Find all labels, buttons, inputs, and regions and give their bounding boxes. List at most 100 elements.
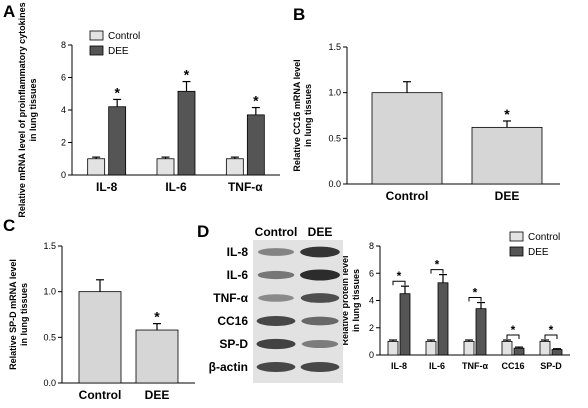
legend-swatch bbox=[509, 246, 524, 257]
category-label: CC16 bbox=[501, 361, 524, 371]
y-tick-label: 6 bbox=[369, 268, 374, 278]
category-label: IL-6 bbox=[165, 180, 187, 194]
blot-band bbox=[256, 362, 296, 372]
blot-band bbox=[258, 294, 294, 302]
y-axis-label-line: in lung tissues bbox=[19, 283, 29, 346]
significance-bracket bbox=[392, 280, 406, 286]
y-tick-label: 0.5 bbox=[43, 332, 56, 342]
blot-band bbox=[301, 316, 339, 326]
significance-star: * bbox=[435, 258, 440, 272]
significance-star: * bbox=[154, 309, 160, 325]
legend-label: DEE bbox=[108, 46, 129, 57]
blot-row-il6: IL-6 bbox=[227, 268, 249, 282]
blot-column-control: Control bbox=[255, 225, 298, 239]
blot-row-tnfa: TNF-α bbox=[213, 291, 248, 305]
blot-row-spd: SP-D bbox=[219, 337, 248, 351]
y-axis-label-line: in lung tissues bbox=[28, 78, 38, 141]
blot-band bbox=[256, 338, 296, 350]
significance-star: * bbox=[397, 269, 402, 283]
y-axis-label: Relative SP-D mRNA levelin lung tissues bbox=[8, 259, 29, 370]
blot-column-dee: DEE bbox=[308, 225, 333, 239]
legend-label: Control bbox=[108, 31, 140, 42]
y-tick-label: 0.5 bbox=[328, 133, 341, 143]
blot-band bbox=[300, 293, 340, 303]
y-tick-label: 4 bbox=[61, 105, 66, 115]
significance-star: * bbox=[511, 323, 516, 337]
y-tick-label: 6 bbox=[61, 73, 66, 83]
category-label: TNF-α bbox=[228, 180, 263, 194]
legend-swatch bbox=[509, 231, 524, 242]
y-axis-label-line: Relative SP-D mRNA level bbox=[8, 259, 18, 370]
y-axis-label-line: Relative CC16 mRNA level bbox=[292, 59, 302, 171]
panel-label-a: A bbox=[3, 2, 15, 21]
legend-swatch bbox=[89, 30, 104, 41]
bar-control bbox=[225, 158, 244, 176]
blot-band bbox=[300, 246, 340, 258]
blot-row-cc16: CC16 bbox=[217, 314, 248, 328]
y-axis-label: Relative CC16 mRNA levelin lung tissues bbox=[292, 59, 313, 171]
bar-dee bbox=[177, 90, 196, 176]
significance-star: * bbox=[473, 286, 478, 300]
significance-star: * bbox=[504, 106, 510, 122]
blot-row-bactin: β-actin bbox=[209, 360, 248, 374]
significance-bracket bbox=[506, 334, 520, 340]
bar-control bbox=[87, 158, 106, 176]
y-tick-label: 1.0 bbox=[328, 88, 341, 98]
y-tick-label: 8 bbox=[369, 241, 374, 251]
bar bbox=[135, 329, 179, 384]
bar-dee bbox=[551, 349, 563, 356]
bar-dee bbox=[108, 106, 127, 176]
bar bbox=[371, 92, 443, 185]
significance-star: * bbox=[114, 84, 120, 100]
blot-band bbox=[300, 269, 340, 281]
bar-control bbox=[156, 158, 175, 176]
chart-d: 0 2 4 6 8 Relative protein levelin lung tissu… bbox=[340, 231, 570, 371]
blot-band bbox=[256, 316, 296, 326]
bar-dee bbox=[475, 308, 487, 356]
legend-label: Control bbox=[528, 232, 560, 243]
bar bbox=[78, 291, 122, 384]
y-axis-label-line: in lung tissues bbox=[351, 269, 361, 332]
y-axis-label: Relative mRNA level of proinflammatory c… bbox=[17, 2, 38, 217]
y-axis-label: Relative protein levelin lung tissues bbox=[340, 255, 361, 345]
category-label: DEE bbox=[495, 189, 520, 203]
blot-band bbox=[300, 362, 340, 372]
category-label: SP-D bbox=[540, 361, 562, 371]
bar-control bbox=[387, 340, 399, 356]
chart-b: 0.0 0.5 1.0 1.5 Relative CC16 mRNA levelin l… bbox=[292, 42, 560, 203]
category-label: Control bbox=[386, 189, 429, 203]
significance-bracket bbox=[430, 269, 444, 274]
category-label: TNF-α bbox=[462, 361, 488, 371]
blot-band bbox=[257, 270, 295, 280]
y-tick-label: 4 bbox=[369, 296, 374, 306]
legend-label: DEE bbox=[528, 247, 549, 258]
bar-dee bbox=[437, 282, 449, 356]
y-axis-label-line: Relative mRNA level of proinflammatory c… bbox=[17, 2, 27, 217]
category-label: IL-6 bbox=[429, 361, 445, 371]
bar-dee bbox=[513, 347, 525, 356]
chart-c: 0.0 0.5 1.0 1.5 Relative SP-D mRNA levelin l… bbox=[8, 241, 195, 402]
y-tick-label: 0 bbox=[61, 170, 66, 180]
panel-label-b: B bbox=[293, 5, 305, 24]
significance-star: * bbox=[184, 67, 190, 83]
category-label: Control bbox=[79, 388, 122, 402]
y-tick-label: 2 bbox=[61, 138, 66, 148]
panel-label-d: D bbox=[197, 222, 209, 241]
y-tick-label: 8 bbox=[61, 40, 66, 50]
bar-control bbox=[425, 340, 437, 356]
chart-a: 0 2 4 6 8 Relative mRNA level of proinflammat… bbox=[17, 2, 280, 218]
significance-star: * bbox=[549, 323, 554, 337]
bar-control bbox=[539, 340, 551, 356]
blot-band bbox=[257, 248, 295, 256]
category-label: IL-8 bbox=[391, 361, 407, 371]
bar-control bbox=[501, 340, 513, 356]
y-axis-label-line: in lung tissues bbox=[303, 84, 313, 147]
bar-control bbox=[463, 340, 475, 356]
bar-dee bbox=[246, 114, 265, 176]
category-label: IL-8 bbox=[96, 180, 118, 194]
significance-bracket bbox=[544, 334, 558, 340]
y-tick-label: 0.0 bbox=[43, 378, 56, 388]
blot-band bbox=[301, 340, 339, 348]
y-tick-label: 1.5 bbox=[328, 42, 341, 52]
